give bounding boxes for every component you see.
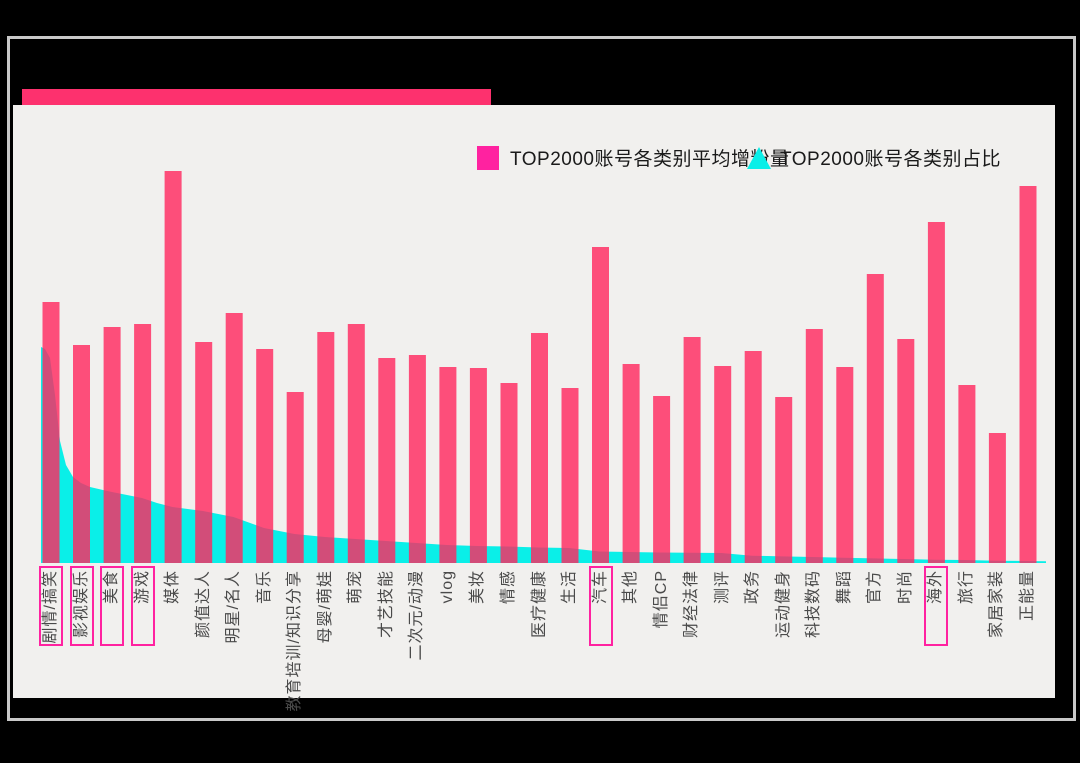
highlight-box-汽车 — [588, 566, 613, 646]
bar-才艺技能 — [378, 358, 396, 563]
x-axis-label-测评: 测评 — [713, 570, 731, 605]
title-redaction-bar — [22, 89, 491, 105]
bar-美妆 — [469, 368, 487, 563]
x-axis-label-其他: 其他 — [622, 570, 640, 605]
bar-美食 — [103, 327, 121, 563]
highlight-box-剧情/搞笑 — [39, 566, 63, 646]
highlight-box-美食 — [100, 566, 125, 646]
bar-科技数码 — [805, 329, 823, 563]
x-axis-label-正能量: 正能量 — [1019, 570, 1036, 622]
x-axis-label-vlog: vlog — [438, 570, 456, 604]
x-axis-label-科技数码: 科技数码 — [805, 570, 823, 639]
bar-情感 — [500, 383, 518, 563]
x-axis-label-运动健身: 运动健身 — [774, 570, 792, 639]
legend-item-bar[interactable]: TOP2000账号各类别平均增粉量 — [477, 144, 789, 171]
x-axis-label-政务: 政务 — [744, 570, 762, 605]
bar-情侣CP — [653, 396, 671, 563]
x-axis-label-情感: 情感 — [500, 570, 517, 605]
bar-明星/名人 — [225, 313, 243, 563]
legend-bar-label: TOP2000账号各类别平均增粉量 — [510, 149, 790, 170]
x-axis-label-二次元/动漫: 二次元/动漫 — [408, 570, 426, 661]
x-axis-label-颜值达人: 颜值达人 — [194, 570, 212, 639]
x-axis-label-医疗健康: 医疗健康 — [530, 570, 548, 639]
bar-医疗健康 — [531, 333, 548, 563]
bar-颜值达人 — [195, 342, 213, 563]
legend-area-label: TOP2000账号各类别占比 — [780, 149, 1001, 170]
bar-萌宠 — [347, 324, 365, 563]
x-axis-label-母婴/萌娃: 母婴/萌娃 — [316, 570, 334, 644]
bar-舞蹈 — [836, 367, 854, 563]
highlight-box-游戏 — [130, 566, 155, 646]
x-axis-label-音乐: 音乐 — [255, 570, 273, 605]
legend-item-area[interactable]: TOP2000账号各类别占比 — [747, 144, 1001, 171]
bar-正能量 — [1019, 186, 1037, 563]
bar-swatch-icon — [477, 145, 499, 170]
bar-剧情/搞笑 — [42, 302, 60, 563]
x-axis-label-才艺技能: 才艺技能 — [377, 570, 395, 639]
bar-家居家装 — [988, 433, 1006, 563]
bar-母婴/萌娃 — [317, 332, 335, 563]
bar-官方 — [866, 274, 884, 563]
x-axis-label-生活: 生活 — [561, 570, 578, 605]
x-axis-label-家居家装: 家居家装 — [988, 570, 1006, 639]
bar-生活 — [561, 388, 579, 563]
x-axis-label-舞蹈: 舞蹈 — [835, 570, 853, 605]
x-axis-label-影视娱乐: 影视娱乐 — [72, 570, 90, 639]
x-axis-label-萌宠: 萌宠 — [347, 570, 365, 605]
bar-音乐 — [256, 349, 274, 563]
x-axis-label-汽车: 汽车 — [591, 570, 609, 605]
area-triangle-icon — [747, 146, 771, 169]
bar-教育培训/知识分享 — [286, 392, 304, 563]
x-axis-label-教育培训/知识分享: 教育培训/知识分享 — [286, 570, 304, 712]
x-axis-label-财经法律: 财经法律 — [683, 570, 701, 639]
highlight-box-影视娱乐 — [69, 566, 94, 646]
bar-时尚 — [897, 339, 915, 563]
x-axis-label-美食: 美食 — [103, 570, 121, 605]
bar-政务 — [744, 351, 762, 563]
x-axis-label-时尚: 时尚 — [896, 570, 914, 605]
x-axis-label-旅行: 旅行 — [957, 570, 975, 605]
x-axis-label-媒体: 媒体 — [164, 570, 182, 605]
x-axis-label-美妆: 美妆 — [469, 570, 487, 605]
x-axis-label-官方: 官方 — [866, 570, 884, 605]
bar-vlog — [439, 367, 457, 563]
x-axis-label-情侣CP: 情侣CP — [652, 570, 670, 629]
x-axis-label-海外: 海外 — [927, 570, 945, 605]
bar-series — [42, 171, 1037, 563]
x-axis-label-剧情/搞笑: 剧情/搞笑 — [42, 570, 59, 644]
highlight-box-海外 — [924, 566, 949, 646]
bar-财经法律 — [683, 337, 701, 563]
bar-旅行 — [958, 385, 976, 563]
bar-游戏 — [134, 324, 152, 563]
bar-测评 — [714, 366, 732, 563]
bar-二次元/动漫 — [408, 355, 426, 563]
x-axis-label-游戏: 游戏 — [133, 570, 151, 605]
x-axis-label-明星/名人: 明星/名人 — [225, 570, 243, 644]
bar-影视娱乐 — [73, 345, 90, 563]
bar-其他 — [622, 364, 640, 563]
bar-媒体 — [164, 171, 182, 563]
bar-汽车 — [592, 247, 609, 563]
bar-海外 — [927, 222, 945, 563]
bar-运动健身 — [775, 397, 793, 563]
